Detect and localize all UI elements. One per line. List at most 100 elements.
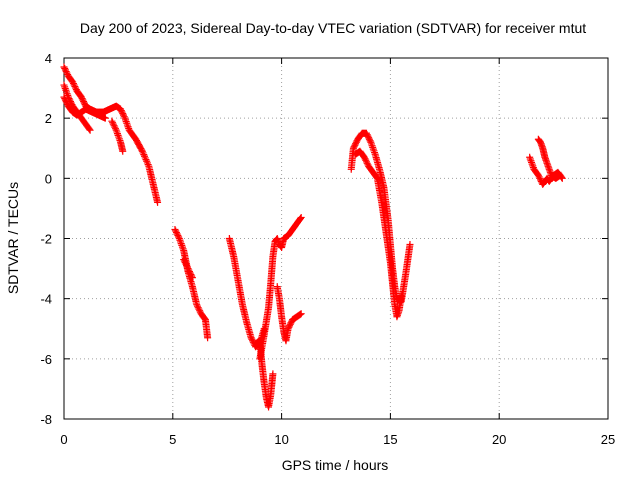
- data-point: [61, 65, 69, 73]
- data-point: [369, 143, 377, 151]
- data-point: [61, 96, 69, 104]
- data-point: [247, 334, 255, 342]
- data-point: [406, 241, 414, 249]
- data-point: [365, 134, 373, 142]
- data-point: [183, 262, 191, 270]
- data-point: [363, 159, 371, 167]
- data-point: [370, 147, 378, 155]
- data-point: [534, 171, 542, 179]
- data-point: [286, 322, 294, 330]
- data-point: [143, 157, 151, 165]
- data-point: [526, 153, 534, 161]
- data-point: [154, 198, 162, 206]
- data-point: [60, 81, 68, 89]
- data-point: [101, 114, 109, 122]
- data-point: [117, 107, 125, 115]
- data-point: [365, 135, 373, 143]
- y-tick-label: 4: [45, 51, 52, 66]
- data-point: [62, 86, 70, 94]
- data-point: [350, 143, 358, 151]
- data-point: [64, 91, 72, 99]
- x-tick-label: 25: [601, 432, 615, 447]
- data-point: [180, 257, 188, 265]
- data-point: [175, 235, 183, 242]
- data-point: [72, 84, 80, 92]
- data-point: [556, 171, 564, 179]
- data-point: [110, 122, 118, 130]
- data-point: [185, 268, 193, 276]
- data-point: [526, 155, 534, 163]
- data-point: [141, 154, 149, 162]
- y-tick-label: -6: [40, 352, 52, 367]
- data-point: [62, 88, 70, 96]
- data-point: [363, 131, 371, 139]
- data-point: [361, 155, 369, 163]
- data-point: [141, 152, 149, 160]
- data-point: [109, 119, 117, 127]
- data-point: [349, 144, 357, 152]
- data-point: [181, 259, 189, 267]
- data-point: [63, 69, 71, 77]
- data-point: [193, 301, 201, 309]
- data-point: [122, 116, 130, 124]
- data-point: [80, 99, 88, 107]
- data-point: [143, 159, 151, 167]
- data-point: [536, 174, 544, 182]
- data-point: [108, 117, 116, 125]
- data-point: [61, 66, 69, 74]
- x-axis-label: GPS time / hours: [282, 457, 389, 473]
- data-point: [172, 227, 180, 235]
- data-point: [187, 271, 195, 279]
- data-point: [535, 173, 543, 181]
- data-point: [297, 213, 305, 221]
- data-point: [286, 320, 294, 328]
- data-point: [362, 129, 370, 137]
- series-arc-2b: [180, 256, 196, 282]
- data-point: [114, 131, 122, 139]
- data-point: [173, 230, 181, 238]
- y-tick-label: 0: [45, 171, 52, 186]
- data-point: [296, 214, 304, 222]
- data-point: [70, 81, 78, 89]
- series-arc-1d: [108, 117, 127, 155]
- data-point: [186, 269, 194, 277]
- data-points: [60, 63, 566, 411]
- data-point: [123, 119, 131, 127]
- data-point: [124, 123, 132, 131]
- series-arc-3d: [273, 283, 305, 345]
- data-point: [351, 141, 359, 149]
- data-point: [109, 120, 117, 128]
- data-point: [60, 63, 68, 71]
- data-point: [188, 274, 196, 282]
- data-point: [85, 125, 93, 133]
- data-point: [144, 161, 152, 169]
- data-point: [269, 370, 277, 378]
- data-point: [285, 323, 293, 331]
- data-point: [177, 240, 185, 248]
- data-point: [122, 118, 130, 126]
- data-point: [79, 96, 87, 104]
- data-point: [63, 99, 71, 107]
- x-tick-label: 0: [60, 432, 67, 447]
- data-point: [113, 130, 121, 138]
- data-point: [369, 145, 377, 153]
- data-point: [116, 137, 124, 145]
- y-tick-label: -2: [40, 232, 52, 247]
- y-tick-label: -4: [40, 292, 52, 307]
- data-point: [362, 156, 370, 164]
- data-point: [528, 160, 536, 168]
- tick-labels: 0 5 10 15 20 25 -8 -6 -4 -2 0 2 4: [40, 51, 615, 447]
- data-point: [119, 111, 127, 119]
- series-arc-5b: [534, 135, 564, 182]
- data-point: [177, 238, 185, 246]
- y-tick-label: 2: [45, 111, 52, 126]
- data-point: [184, 265, 192, 273]
- series-arc-1c: [60, 93, 109, 122]
- data-point: [352, 140, 360, 148]
- data-point: [397, 292, 405, 300]
- x-tick-label: 20: [492, 432, 506, 447]
- data-point: [175, 233, 183, 241]
- data-point: [117, 105, 125, 113]
- data-point: [142, 156, 150, 164]
